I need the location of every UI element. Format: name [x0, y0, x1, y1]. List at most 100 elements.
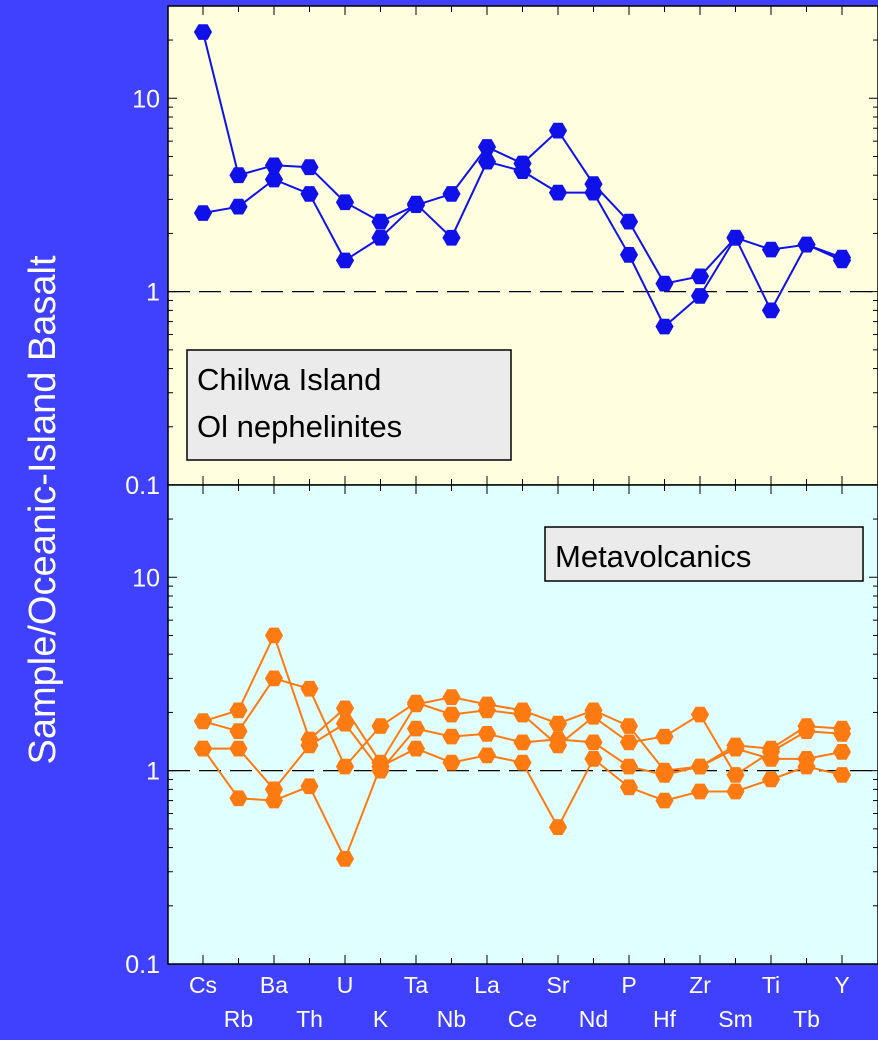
data-point: [229, 790, 248, 807]
y-tick-label: 1: [146, 279, 160, 307]
x-tick-label: Ba: [260, 972, 288, 998]
data-point: [655, 728, 674, 745]
data-point: [655, 767, 674, 783]
data-point: [264, 171, 284, 188]
data-point: [229, 723, 248, 739]
data-point: [797, 758, 816, 775]
data-point: [229, 740, 248, 757]
data-point: [513, 754, 532, 771]
data-point: [300, 680, 319, 697]
data-point: [335, 850, 355, 867]
x-tick-label: Nd: [579, 1006, 608, 1032]
data-point: [442, 186, 461, 202]
x-tick-label: Sm: [718, 1006, 753, 1032]
y-tick-label: 0.1: [125, 472, 160, 500]
x-tick-label: Hf: [653, 1006, 677, 1032]
data-point: [761, 241, 781, 258]
data-point: [371, 718, 390, 734]
data-point: [335, 252, 355, 269]
data-point: [690, 758, 710, 775]
data-point: [761, 302, 781, 319]
data-point: [513, 734, 532, 751]
data-point: [619, 247, 639, 263]
x-tick-label: Ce: [508, 1006, 537, 1032]
data-point: [584, 184, 603, 201]
data-point: [619, 779, 639, 796]
data-point: [548, 715, 568, 732]
panel-label-line: Ol nephelinites: [197, 409, 402, 444]
data-point: [406, 720, 426, 737]
panel-label-box: [544, 526, 864, 582]
x-tick-label: Sr: [547, 972, 570, 998]
x-tick-label: Zr: [689, 972, 711, 998]
data-point: [264, 792, 284, 809]
data-point: [371, 229, 390, 246]
data-point: [761, 771, 781, 788]
y-axis-label-group: Sample/Oceanic-Island Basalt: [22, 255, 64, 764]
data-point: [229, 167, 248, 184]
x-tick-label: Nb: [437, 1006, 466, 1032]
y-tick-label: 10: [132, 85, 160, 113]
x-tick-label: P: [621, 972, 636, 998]
data-point: [335, 715, 355, 732]
data-point: [797, 723, 816, 739]
data-point: [477, 702, 497, 719]
data-point: [406, 694, 426, 711]
y-tick-label: 10: [132, 564, 160, 592]
data-point: [300, 778, 319, 795]
data-point: [335, 700, 355, 717]
data-point: [655, 275, 674, 292]
data-point: [513, 163, 532, 179]
data-point: [548, 184, 568, 201]
x-tick-label: Tb: [793, 1006, 820, 1032]
data-point: [300, 159, 319, 176]
data-point: [477, 726, 497, 742]
data-point: [442, 728, 461, 745]
data-point: [513, 706, 532, 723]
y-tick-label: 0.1: [125, 951, 160, 979]
data-point: [655, 318, 674, 335]
panel-top: 0.1 1 10 Chilwa Island Ol nephelinites: [125, 5, 878, 500]
data-point: [229, 702, 248, 719]
data-point: [726, 740, 745, 757]
data-point: [193, 740, 213, 757]
x-tick-label: U: [337, 972, 354, 998]
x-tick-label: K: [373, 1006, 389, 1032]
data-point: [690, 288, 710, 304]
data-point: [619, 718, 639, 734]
series-top-2: [193, 153, 852, 335]
data-point: [690, 268, 710, 285]
data-point: [264, 157, 284, 174]
data-point: [655, 792, 674, 809]
data-point: [193, 713, 213, 730]
x-tick-label: La: [474, 972, 500, 998]
panel-label-line: Chilwa Island: [197, 362, 381, 397]
data-point: [477, 747, 497, 764]
data-point: [371, 758, 390, 775]
data-point: [690, 783, 710, 800]
data-point: [193, 205, 213, 221]
data-point: [619, 758, 639, 775]
x-tick-label: Ta: [404, 972, 429, 998]
data-point: [442, 754, 461, 771]
data-point: [406, 740, 426, 757]
data-point: [442, 706, 461, 723]
data-point: [300, 737, 319, 754]
data-point: [335, 194, 355, 211]
data-point: [548, 122, 568, 139]
data-point: [619, 734, 639, 751]
data-point: [477, 139, 497, 155]
data-point: [832, 744, 852, 760]
panel-label-line: Metavolcanics: [555, 539, 751, 574]
data-point: [726, 783, 745, 800]
y-axis-label: Sample/Oceanic-Island Basalt: [22, 255, 64, 764]
data-point: [832, 252, 852, 269]
data-point: [797, 236, 816, 253]
data-point: [548, 819, 568, 835]
panel-bottom: 0.1 1 10 Metavolcanics: [125, 484, 878, 979]
x-tick-label: Th: [296, 1006, 323, 1032]
panels: 0.1 1 10 Chilwa Island Ol nephelinites 0.1 1 10…: [125, 5, 878, 979]
data-point: [371, 213, 390, 230]
y-tick-label: 1: [146, 758, 160, 786]
